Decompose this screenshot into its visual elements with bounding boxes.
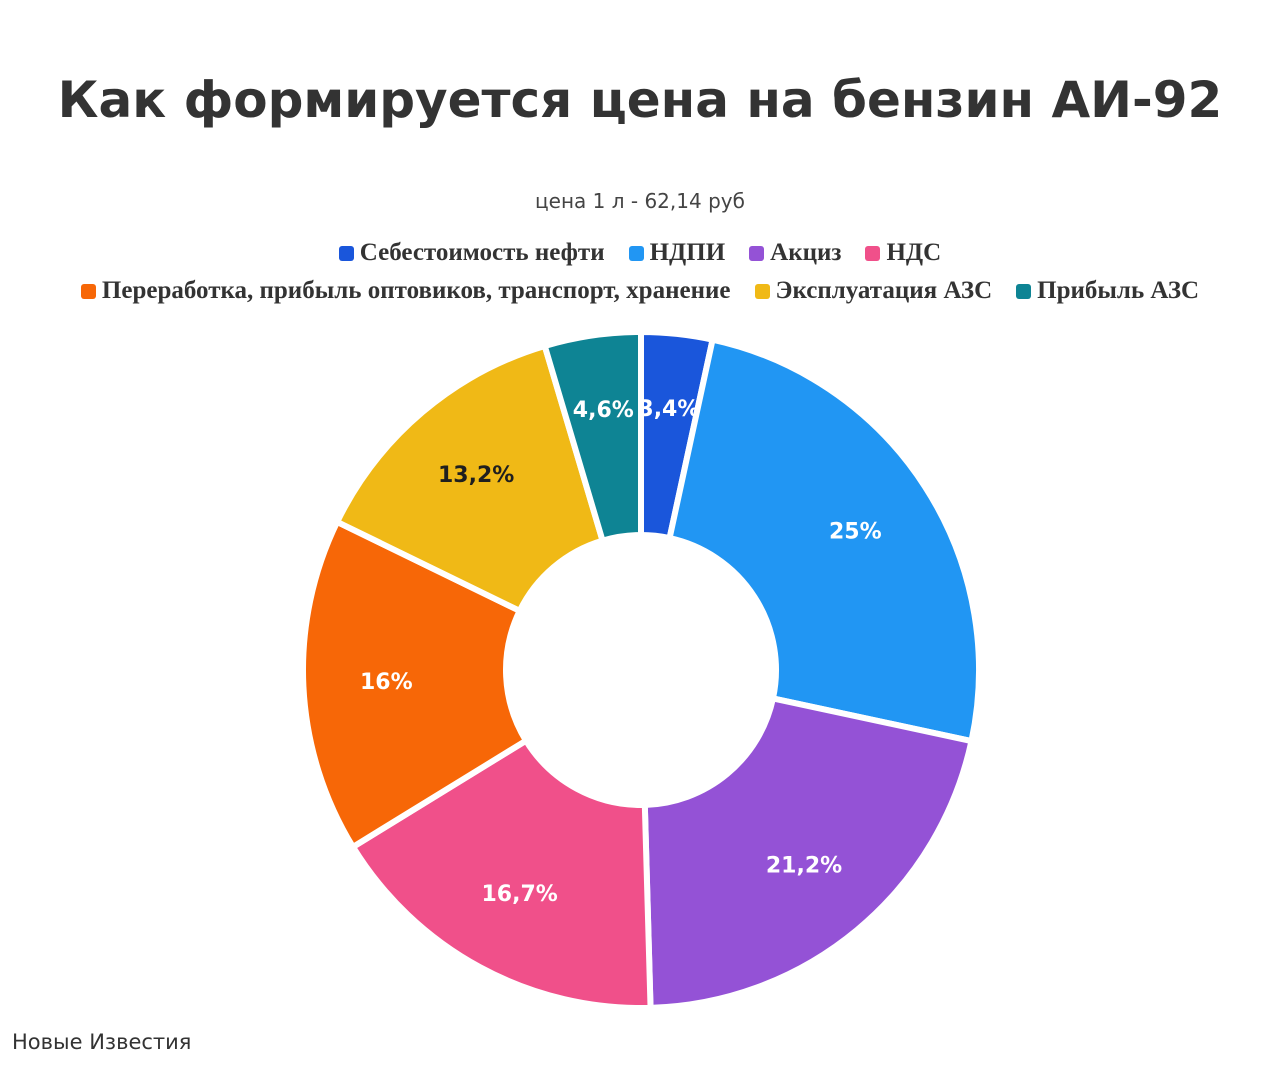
donut-slice-station-profit[interactable] (541, 329, 644, 544)
legend-item-ndpi[interactable]: НДПИ (628, 239, 726, 267)
legend-swatch-station-operation (754, 283, 770, 299)
donut-slice-ndpi[interactable] (666, 336, 982, 745)
legend-label-station-operation: Эксплуатация АЗС (775, 277, 993, 304)
slice-label-excise: 21,2% (766, 854, 842, 879)
source-credit: Новые Известия (12, 1030, 192, 1054)
legend-swatch-station-profit (1016, 283, 1032, 299)
legend-item-excise[interactable]: Акциз (749, 239, 841, 267)
legend-item-crude-cost[interactable]: Себестоимость нефти (338, 239, 605, 267)
slice-label-refining: 16% (360, 670, 413, 695)
chart-title: Как формируется цена на бензин АИ-92 (57, 71, 1223, 129)
donut-slice-station-operation[interactable] (334, 342, 606, 614)
legend-item-refining[interactable]: Переработка, прибыль оптовиков, транспор… (80, 277, 731, 305)
legend-item-station-operation[interactable]: Эксплуатация АЗС (754, 277, 993, 305)
chart-subtitle: цена 1 л - 62,14 руб (535, 189, 745, 213)
legend-swatch-refining (80, 283, 96, 299)
donut-slice-excise[interactable] (641, 695, 975, 1011)
legend-label-vat: НДС (886, 239, 942, 266)
donut-slice-refining[interactable] (300, 518, 529, 850)
donut-slice-vat[interactable] (349, 737, 654, 1011)
legend-row-1: Себестоимость нефти НДПИ Акциз НДС (0, 236, 1280, 270)
legend-swatch-excise (749, 245, 765, 261)
slice-label-vat: 16,7% (482, 882, 558, 907)
legend-item-vat[interactable]: НДС (865, 239, 941, 267)
legend-row-2: Переработка, прибыль оптовиков, транспор… (0, 274, 1280, 308)
legend-label-excise: Акциз (770, 239, 842, 266)
slice-label-ndpi: 25% (829, 519, 882, 544)
legend-label-ndpi: НДПИ (649, 239, 726, 266)
legend-swatch-crude-cost (338, 245, 354, 261)
legend-label-crude-cost: Себестоимость нефти (359, 239, 605, 266)
slice-label-crude-cost: 3,4% (638, 397, 699, 422)
legend-swatch-ndpi (628, 245, 644, 261)
legend-item-station-profit[interactable]: Прибыль АЗС (1016, 277, 1199, 305)
legend-swatch-vat (865, 245, 881, 261)
slice-label-station-profit: 4,6% (573, 398, 634, 423)
legend-label-refining: Переработка, прибыль оптовиков, транспор… (101, 277, 731, 304)
slice-label-station-operation: 13,2% (438, 463, 514, 488)
legend-label-station-profit: Прибыль АЗС (1037, 277, 1200, 304)
